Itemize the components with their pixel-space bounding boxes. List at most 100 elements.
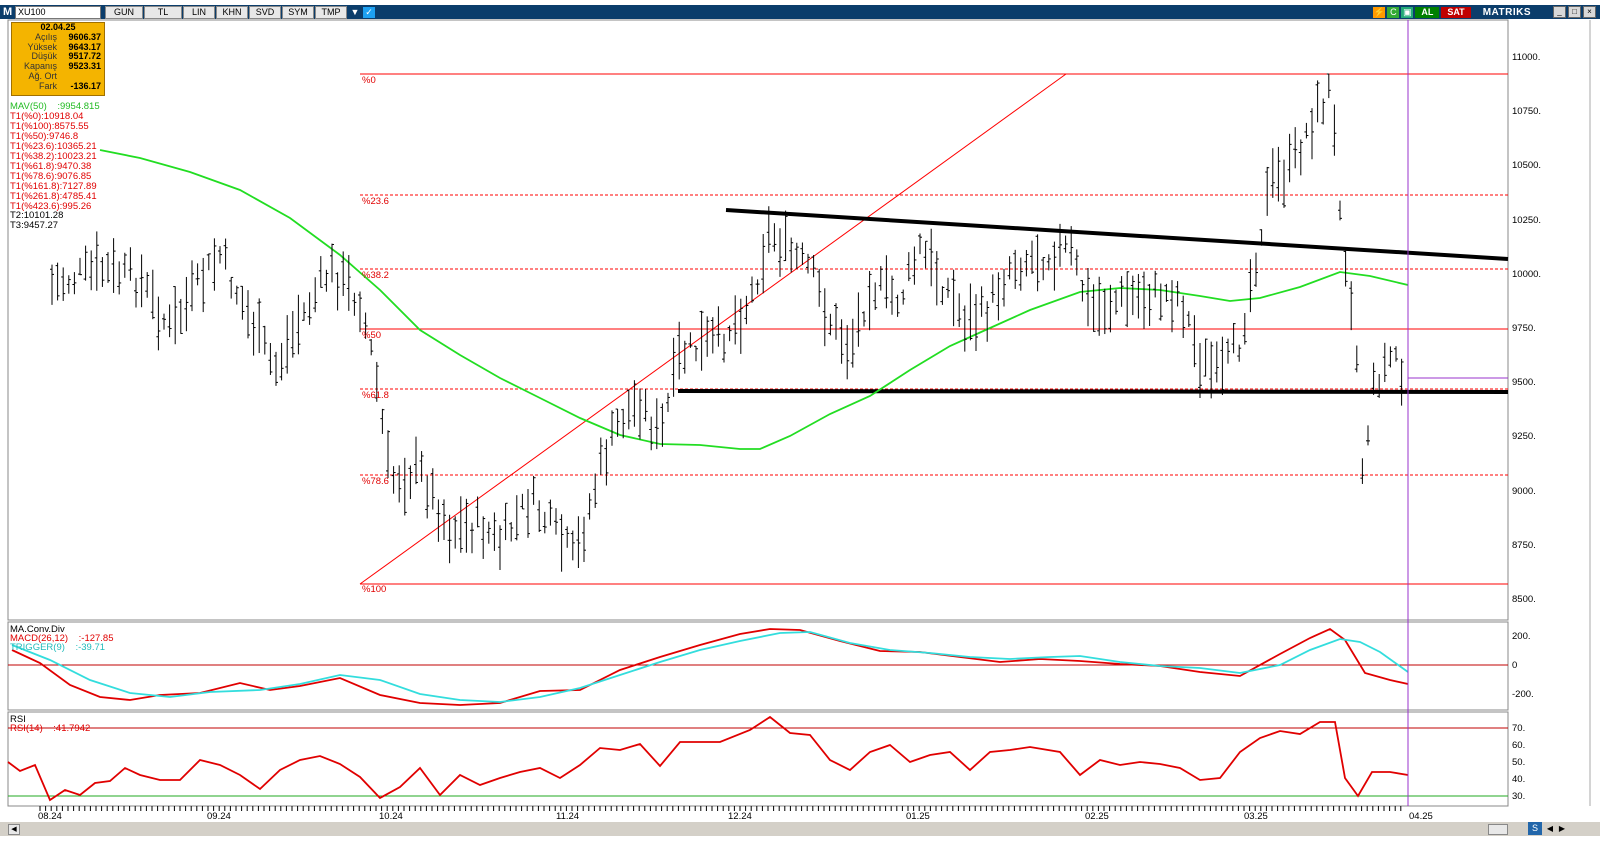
layout-icon[interactable]: ▣	[1401, 6, 1414, 18]
rsi-legend: RSI(14) :41.7942	[10, 723, 91, 734]
flash-icon[interactable]: ⚡	[1373, 6, 1386, 18]
t3-legend: T3:9457.27	[10, 220, 59, 231]
symbol-input[interactable]: XU100	[15, 5, 101, 19]
fib-legend-item: T1(%0):10918.04	[10, 111, 84, 122]
date-label-0824: 08.24	[38, 811, 62, 822]
period-button[interactable]: GUN	[105, 5, 143, 19]
open-label: Açılış	[34, 31, 57, 42]
date-label-1224: 12.24	[728, 811, 752, 822]
macd-axis-bottom: -200.	[1512, 689, 1534, 700]
mav-legend: MAV(50) :9954.815	[10, 101, 100, 112]
save-view-button[interactable]: SVD	[249, 5, 281, 19]
chart-toolbar: M XU100 GUN TL LIN KHN SVD SYM TMP ▼ ✓ ⚡…	[0, 5, 1600, 19]
brand-label: MATRIKS	[1482, 6, 1531, 18]
save-template-button[interactable]: KHN	[216, 5, 248, 19]
fib-legend: T1(%0):10918.04 T1(%100):8575.55 T1(%50):9…	[10, 112, 97, 212]
price-axis-label: 10000.	[1512, 268, 1542, 280]
high-value: 9643.17	[68, 41, 101, 52]
date-label-0125: 01.25	[906, 811, 930, 822]
scale-button[interactable]: LIN	[183, 5, 215, 19]
fib-label-100: %100	[362, 584, 387, 595]
price-axis-label: 10750.	[1512, 106, 1542, 118]
weighted-avg-label: Ağ. Ort	[28, 70, 57, 81]
minimize-icon[interactable]: _	[1553, 6, 1566, 18]
price-axis-label: 9000.	[1512, 485, 1536, 497]
fib-label-23-6: %23.6	[362, 196, 389, 207]
macd-axis-top: 200.	[1512, 631, 1531, 642]
scroll-thumb[interactable]	[1488, 824, 1508, 835]
ohlc-bars	[50, 73, 1404, 572]
maximize-icon[interactable]: □	[1568, 6, 1581, 18]
date-label-0225: 02.25	[1085, 811, 1109, 822]
next-arrow-icon[interactable]: ▶	[1558, 824, 1566, 833]
low-value: 9517.72	[68, 51, 101, 62]
support-trendline	[677, 389, 1509, 394]
high-label: Yüksek	[27, 41, 57, 52]
fib-legend-item: T1(%23.6):10365.21	[10, 141, 97, 152]
rsi-axis-70: 70.	[1512, 723, 1526, 734]
change-value: -136.17	[70, 80, 101, 91]
ohlc-infobox: 02.04.25 Açılış 9606.37 Yüksek 9643.17 Düş…	[11, 22, 105, 96]
trigger-line	[11, 631, 1409, 703]
buy-button[interactable]: AL	[1415, 6, 1440, 18]
app-logo: M	[3, 6, 13, 18]
fib-legend-item: T1(%38.2):10023.21	[10, 151, 97, 162]
low-label: Düşük	[31, 51, 57, 62]
price-axis-label: 8500.	[1512, 594, 1536, 605]
open-value: 9606.37	[68, 31, 101, 42]
dropdown-arrow-icon[interactable]: ▼	[350, 7, 360, 17]
close-icon[interactable]: ×	[1583, 6, 1596, 18]
close-label: Kapanış	[23, 61, 57, 72]
twitter-icon[interactable]: ✓	[363, 6, 375, 18]
symbol-button[interactable]: SYM	[282, 5, 314, 19]
rsi-axis-60: 60.	[1512, 740, 1526, 751]
date-label-1024: 10.24	[379, 811, 403, 822]
rsi-line	[7, 715, 1409, 802]
rsi-axis-30: 30.	[1512, 791, 1526, 802]
t2-legend: T2:10101.28	[10, 210, 64, 221]
template-button[interactable]: TMP	[315, 5, 347, 19]
price-axis-label: 11000.	[1512, 52, 1541, 63]
rsi-title: RSI	[10, 714, 26, 725]
fib-legend-item: T1(%161.8):7127.89	[10, 181, 97, 192]
fib-legend-item: T1(%423.6):995.26	[10, 201, 92, 212]
sync-icon[interactable]: S	[1528, 822, 1542, 835]
change-label: Fark	[39, 80, 57, 91]
trigger-legend: TRIGGER(9) :-39.71	[10, 642, 106, 653]
macd-title: MA.Conv.Div	[10, 624, 65, 635]
fib-label-38-2: %38.2	[362, 270, 389, 281]
refresh-icon[interactable]: C	[1387, 6, 1400, 18]
price-axis-label: 9750.	[1512, 323, 1536, 334]
price-axis-label: 8750.	[1512, 539, 1536, 551]
macd-line	[11, 627, 1409, 706]
price-chart[interactable]	[0, 0, 1600, 836]
scroll-left-icon[interactable]: ◀	[8, 824, 20, 835]
macd-axis-zero: 0	[1512, 660, 1518, 671]
price-axis-label: 10500.	[1512, 160, 1542, 172]
fib-legend-item: T1(%261.8):4785.41	[10, 191, 97, 202]
sell-button[interactable]: SAT	[1441, 6, 1471, 18]
macd-legend: MACD(26,12) :-127.85	[10, 633, 114, 644]
infobox-date: 02.04.25	[40, 22, 76, 32]
mav-line	[99, 149, 1409, 450]
fib-label-0: %0	[362, 75, 376, 86]
date-label-0325: 03.25	[1244, 811, 1268, 822]
fib-legend-item: T1(%50):9746.8	[10, 131, 79, 142]
fib-label-78-6: %78.6	[362, 476, 389, 487]
fib-legend-item: T1(%61.8):9470.38	[10, 161, 92, 172]
resistance-trendline	[725, 208, 1509, 261]
price-axis-label: 9500.	[1512, 377, 1536, 389]
prev-arrow-icon[interactable]: ◀	[1546, 824, 1554, 833]
fib-label-50: %50	[362, 330, 382, 341]
fib-legend-item: T1(%100):8575.55	[10, 121, 89, 132]
price-axis-label: 10250.	[1512, 214, 1542, 226]
fib-legend-item: T1(%78.6):9076.85	[10, 171, 92, 182]
currency-button[interactable]: TL	[144, 5, 182, 19]
date-label-1124: 11.24	[556, 811, 580, 822]
date-label-0924: 09.24	[207, 811, 231, 822]
fib-label-61-8: %61.8	[362, 390, 389, 401]
price-axis-label: 9250.	[1512, 431, 1536, 443]
horizontal-scrollbar[interactable]: ◀ S ◀ ▶	[0, 822, 1600, 836]
date-label-0425: 04.25	[1409, 811, 1433, 822]
